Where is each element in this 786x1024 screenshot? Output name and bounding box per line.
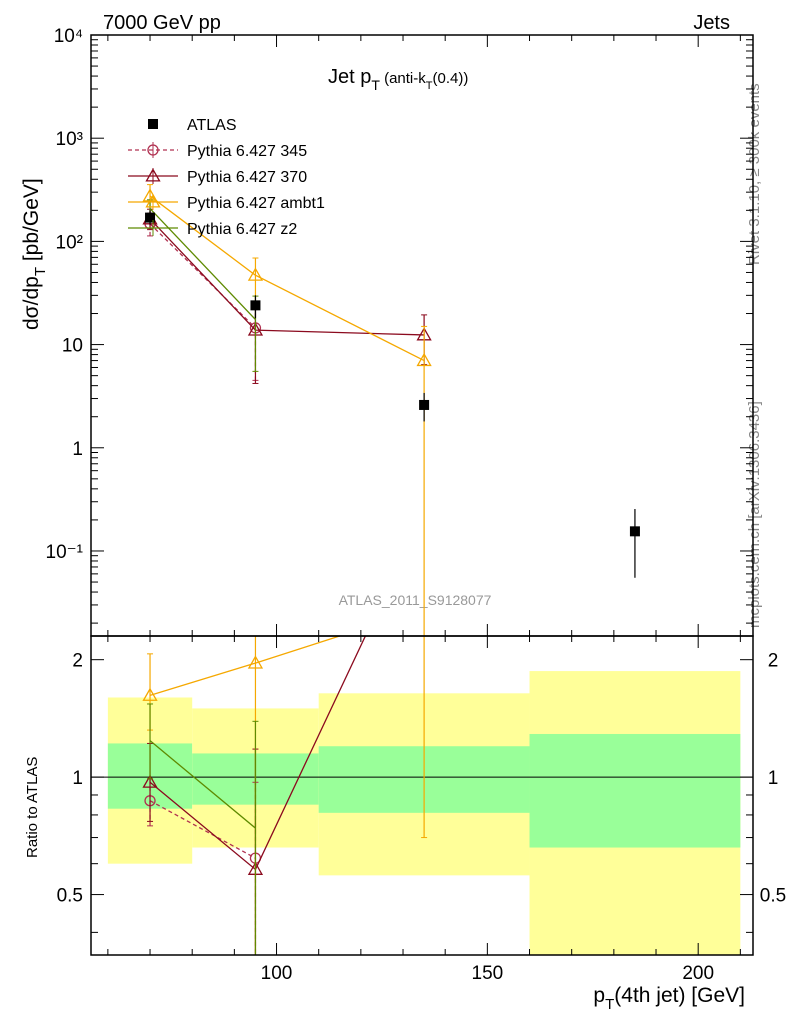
ratio-tick-label-right: 1 [768, 768, 779, 789]
atlas-point [145, 212, 156, 223]
series-line-3 [149, 208, 256, 320]
main-y-label-main: dσ/dp [20, 276, 43, 330]
legend-marker [145, 168, 161, 182]
ratio-marker [142, 774, 158, 788]
plot-title-sub: T [371, 77, 380, 93]
ratio-tick-label-left: 0.5 [57, 886, 83, 907]
legend-label: Pythia 6.427 ambt1 [187, 195, 325, 212]
plot-title-main: Jet p [328, 66, 371, 88]
ratio-band-inner [529, 733, 741, 848]
y-tick-label: 1 [72, 439, 83, 460]
main-y-label-sub: T [32, 267, 49, 276]
x-tick-label: 100 [261, 963, 293, 984]
ratio-series-layer [142, 636, 428, 955]
atlas-point [250, 300, 261, 311]
mcplots-label: mcplots.cern.ch [arXiv:1306.3436] [746, 401, 763, 628]
plot-title-extra-sub: T [426, 80, 433, 92]
atlas-data-points [145, 210, 640, 578]
atlas-point [419, 399, 430, 410]
plot-title-extra: (anti-k [380, 70, 426, 87]
x-axis-label-rest: (4th jet) [GeV] [614, 984, 745, 1007]
y-tick-label: 10² [56, 232, 83, 253]
axes-ticks: 100 150 200 10⁻¹ 1 10 10² 10³ 10⁴ 0.5 0.5 1 1 2 2 [46, 26, 786, 984]
legend-atlas-label: ATLAS [187, 117, 237, 134]
legend-label: Pythia 6.427 345 [187, 143, 307, 160]
ratio-tick-label-right: 0.5 [760, 886, 786, 907]
ratio-tick-label-right: 2 [768, 651, 779, 672]
series-line-0 [149, 223, 256, 329]
analysis-watermark: ATLAS_2011_S9128077 [339, 592, 492, 608]
rivet-label: Rivet 3.1.10, ≥ 300k events [746, 83, 763, 265]
legend-marker [147, 144, 159, 156]
main-y-label: dσ/dpT [pb/GeV] [20, 178, 49, 330]
y-tick-label: 10⁴ [54, 26, 83, 47]
y-tick-label: 10³ [56, 129, 83, 150]
y-tick-label: 10⁻¹ [46, 542, 84, 563]
plot-title-extra2: (0.4)) [433, 70, 469, 87]
ratio-line-0 [149, 800, 256, 859]
ratio-tick-label-left: 1 [72, 768, 83, 789]
plot-frames [90, 34, 754, 956]
x-axis-label: pT(4th jet) [GeV] [593, 984, 745, 1013]
x-axis-label-main: p [593, 984, 605, 1007]
x-tick-label: 200 [682, 963, 714, 984]
ratio-line-3 [149, 740, 256, 829]
x-axis-label-sub: T [605, 996, 614, 1013]
legend: ATLAS Pythia 6.427 345 Pythia 6.427 370 Pyt… [128, 117, 325, 238]
ratio-line-2 [149, 636, 342, 697]
legend-marker [145, 194, 161, 208]
y-tick-label: 10 [62, 336, 83, 357]
legend-atlas-marker [148, 119, 158, 129]
ratio-marker [142, 687, 158, 701]
ratio-y-label: Ratio to ATLAS [24, 757, 41, 858]
main-y-label-unit: [pb/GeV] [20, 178, 43, 267]
series-marker [247, 267, 264, 281]
x-tick-label: 150 [472, 963, 504, 984]
legend-label: Pythia 6.427 370 [187, 169, 307, 186]
atlas-point [629, 526, 640, 537]
plot-title: Jet pT (anti-kT(0.4)) [328, 66, 468, 93]
header-left: 7000 GeV pp [103, 12, 221, 34]
ratio-marker [247, 655, 264, 669]
header-right: Jets [693, 12, 730, 34]
legend-label: Pythia 6.427 z2 [187, 221, 297, 238]
ratio-frame [90, 635, 754, 956]
series-marker [416, 352, 432, 367]
ratio-tick-label-left: 2 [72, 651, 83, 672]
